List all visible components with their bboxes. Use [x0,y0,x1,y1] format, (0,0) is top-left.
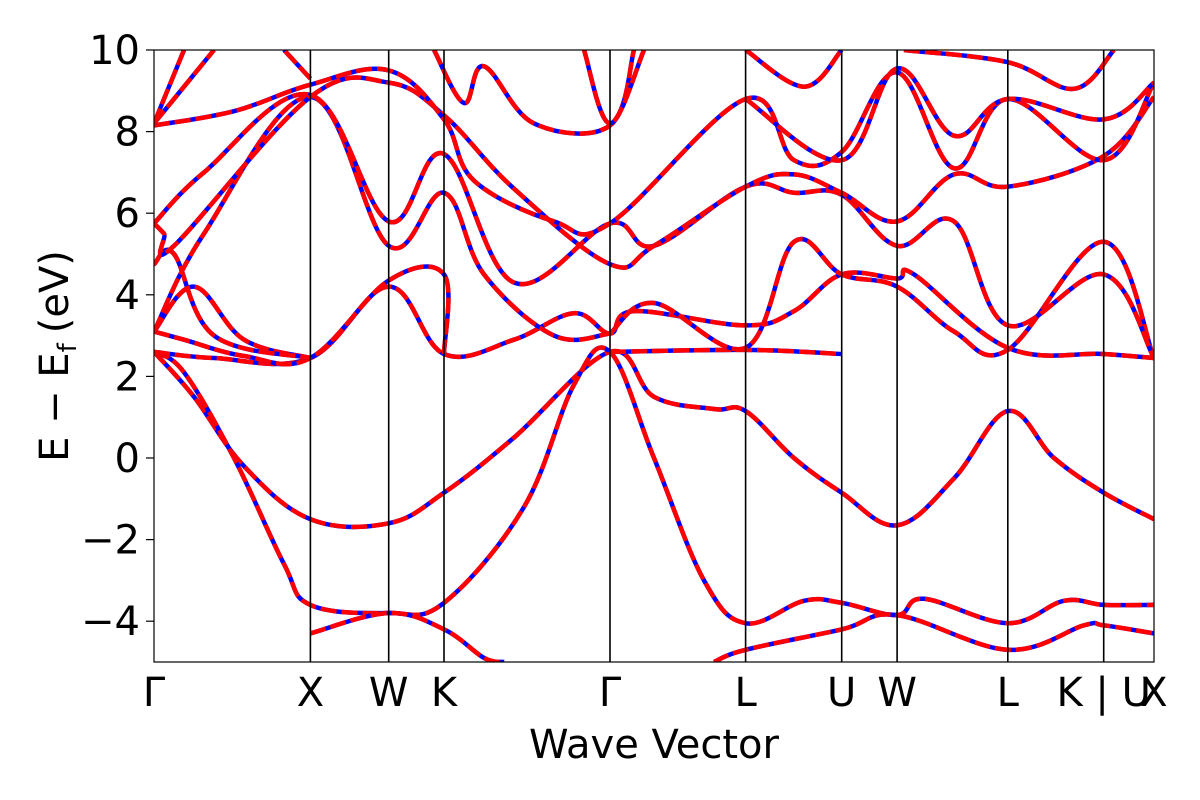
x-tick-label-4: K [431,670,459,716]
y-tick-label-2: −2 [81,518,140,564]
y-tick-label-4: 2 [115,354,140,400]
band-line-red-6 [154,264,451,367]
band-line-red-17 [282,50,313,81]
band-line-blue-19 [581,50,647,126]
band-line-blue-12 [154,91,1154,360]
band-line-red-1 [154,348,1154,530]
band-line-red-7 [609,347,842,357]
x-tick-label-8: W [877,670,917,716]
band-line-red-11 [154,94,611,343]
plot-frame [153,49,1155,663]
band-line-blue-9 [154,284,311,361]
band-line-red-14 [154,66,1154,237]
y-tick-label-7: 8 [115,110,140,156]
x-tick-label-3: W [369,670,409,716]
kpoint-lines [309,50,1105,662]
y-axis-label-unit: (eV) [32,250,78,333]
y-axis-label-main: E − E [32,352,78,462]
band-line-blue-8 [608,237,1154,359]
x-tick-label-6: L [734,670,757,716]
band-line-red-22 [903,50,1116,92]
y-tick-label-3: 0 [115,436,140,482]
x-axis-label: Wave Vector [529,722,780,768]
y-axis-label-subscript: f [53,342,83,352]
band-line-red-4 [713,612,1154,662]
band-line-red-3 [309,610,505,662]
x-tick-label-11: X [1140,670,1167,716]
band-line-red-8 [608,237,1154,359]
y-ticks: −4 −2 0 2 4 6 8 10 [81,28,154,645]
y-tick-label-6: 6 [115,191,140,237]
y-tick-label-5: 4 [115,273,140,319]
band-line-red-21 [744,50,844,89]
band-line-red-10 [154,247,311,361]
band-line-red-16 [154,50,187,125]
band-line-blue-10 [154,247,311,361]
band-line-red-2 [154,345,1154,626]
y-tick-label-1: −4 [81,599,140,645]
band-line-blue-2 [154,345,1154,626]
x-tick-label-7: U [827,670,856,716]
band-line-blue-3 [309,610,505,662]
y-tick-label-8: 10 [89,28,140,74]
x-tick-label-1: Γ [143,670,166,716]
band-line-blue-1 [154,348,1154,530]
band-line-blue-13 [154,75,1154,270]
band-line-red-20 [744,66,1154,163]
band-line-red-19 [581,50,647,126]
band-line-blue-22 [903,50,1116,92]
x-tick-label-2: X [297,670,324,716]
x-tick-label-10: K | U [1056,670,1150,716]
band-line-red-12 [154,91,1154,360]
band-line-blue-4 [713,612,1154,662]
y-axis-label: E − Ef (eV) [32,250,83,462]
bands-layer [154,50,1154,662]
x-tick-label-5: Γ [599,670,622,716]
band-line-red-13 [154,75,1154,270]
band-line-blue-21 [744,50,844,89]
x-tick-label-9: L [997,670,1020,716]
